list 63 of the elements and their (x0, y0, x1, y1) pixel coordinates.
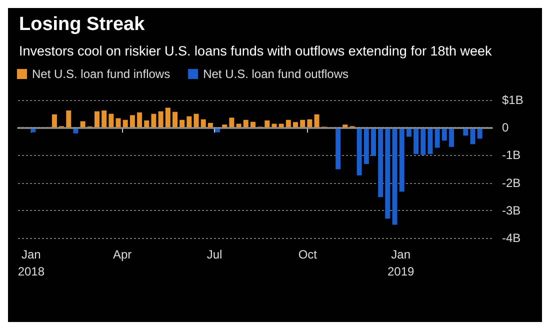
bar (342, 124, 348, 128)
chart-title: Losing Streak (19, 14, 146, 35)
bar (66, 110, 72, 128)
bar (385, 128, 390, 219)
y-tick-label: -4B (502, 231, 521, 245)
bar (158, 111, 164, 128)
bar (336, 128, 341, 170)
bar (392, 128, 398, 225)
legend-label: Net U.S. loan fund inflows (32, 67, 170, 81)
bar (286, 120, 291, 128)
bar (122, 120, 128, 128)
bar (186, 116, 192, 128)
bar (194, 114, 199, 128)
chart-subtitle: Investors cool on riskier U.S. loans funds with outflows extending for 18th week (19, 44, 492, 58)
bar (293, 122, 298, 128)
bar (434, 128, 440, 148)
bar (52, 114, 57, 128)
bar (414, 128, 419, 154)
bar (250, 122, 256, 128)
bar (130, 115, 135, 128)
y-tick-label: -3B (502, 203, 521, 218)
y-tick-label: 0 (502, 120, 509, 135)
bar (236, 124, 242, 128)
y-tick-label: -1B (502, 148, 521, 162)
x-tick-label: Oct (298, 248, 318, 262)
bar (420, 128, 426, 155)
bar (222, 124, 228, 128)
bar (180, 120, 185, 128)
bar (428, 128, 433, 154)
bar (264, 120, 270, 128)
x-tick-label: Jan 2019 (387, 248, 415, 278)
x-tick-label: Apr (112, 248, 132, 262)
bar (364, 128, 369, 164)
bar (165, 108, 170, 128)
bar (116, 118, 121, 128)
x-tick-label: Jul (206, 248, 222, 262)
bar (200, 119, 206, 128)
bar (272, 124, 277, 128)
bar (371, 128, 376, 156)
bar (300, 120, 306, 128)
bar (399, 128, 404, 192)
bar (378, 128, 384, 198)
bar (172, 112, 178, 128)
bar (151, 114, 156, 128)
y-tick-label: $1B (502, 93, 524, 107)
x-tick-label: Jan 2018 (18, 248, 45, 278)
bar (307, 119, 312, 128)
bar (80, 121, 86, 128)
legend-label: Net U.S. loan fund outflows (203, 67, 348, 81)
bar (356, 128, 362, 176)
bar (470, 128, 476, 144)
bar (229, 118, 234, 128)
bar (448, 128, 454, 147)
bar (94, 111, 100, 128)
bar (108, 114, 114, 128)
bar (243, 120, 248, 128)
bar (278, 124, 284, 128)
bar (144, 120, 150, 128)
bar (137, 112, 142, 128)
bar (208, 122, 213, 128)
bar (314, 114, 320, 128)
y-tick-label: -2B (502, 176, 521, 190)
bar (102, 110, 107, 128)
